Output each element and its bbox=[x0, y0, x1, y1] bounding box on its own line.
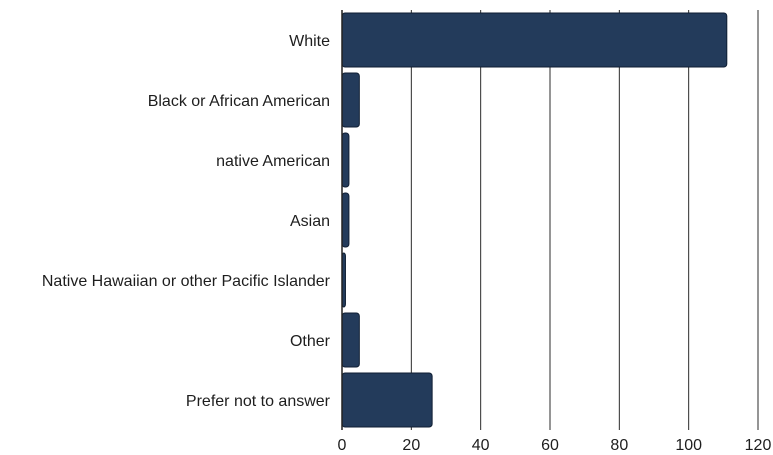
x-tick-label: 120 bbox=[745, 437, 772, 454]
bar-1 bbox=[341, 12, 728, 68]
bar-2 bbox=[341, 72, 360, 128]
category-label: White bbox=[289, 33, 330, 50]
x-tick-label: 0 bbox=[338, 437, 347, 454]
bar-layer bbox=[341, 12, 728, 428]
x-tick-label: 80 bbox=[610, 437, 628, 454]
bar-6 bbox=[341, 312, 360, 368]
grid-layer bbox=[410, 10, 759, 430]
label-layer: 0 20 40 60 80 100 120 White Black or African Ame… bbox=[42, 33, 772, 454]
x-tick-label: 60 bbox=[541, 437, 559, 454]
bar-3 bbox=[341, 132, 350, 188]
category-label: native American bbox=[216, 153, 330, 170]
bar-7 bbox=[341, 372, 433, 428]
category-label: Black or African American bbox=[148, 93, 330, 110]
bar-4 bbox=[341, 192, 350, 248]
category-label: Prefer not to answer bbox=[186, 393, 331, 410]
x-tick-label: 40 bbox=[472, 437, 490, 454]
category-label: Asian bbox=[290, 213, 330, 230]
x-tick-label: 100 bbox=[675, 437, 702, 454]
x-tick-label: 20 bbox=[402, 437, 420, 454]
category-label: Other bbox=[290, 333, 331, 350]
category-label: Native Hawaiian or other Pacific Islande… bbox=[42, 273, 331, 290]
